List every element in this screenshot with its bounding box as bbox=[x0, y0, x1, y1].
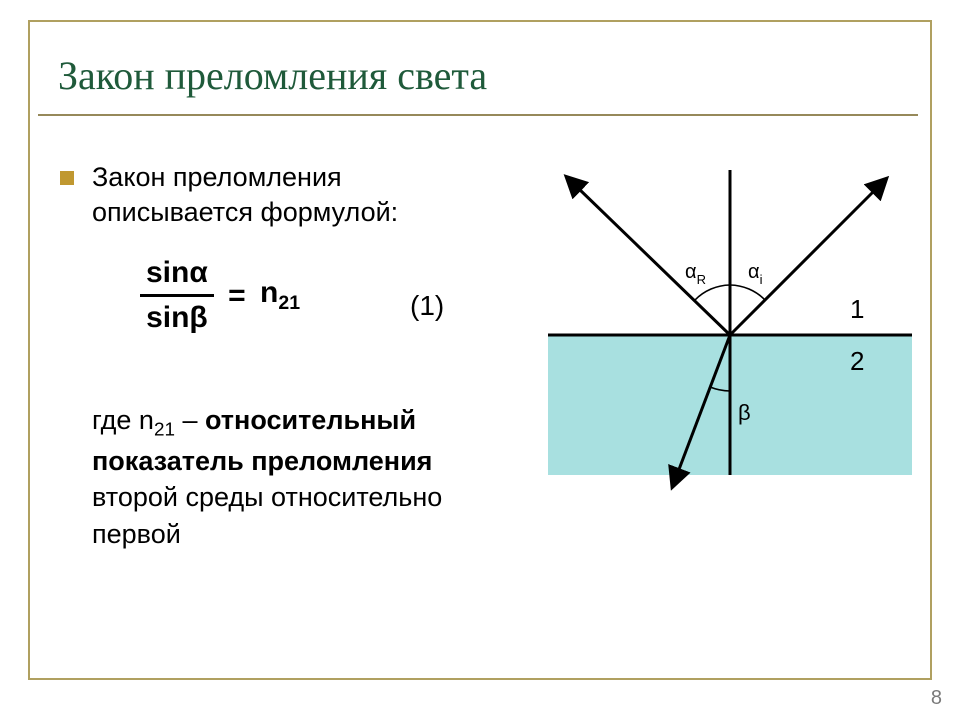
description-text: где n21 – относительный показатель прело… bbox=[92, 402, 532, 552]
lead-text: Закон преломления описывается формулой: bbox=[92, 160, 398, 230]
formula: sinα sinβ = n21 bbox=[140, 256, 300, 335]
reflected-ray bbox=[578, 188, 730, 335]
formula-rhs: n21 bbox=[260, 276, 300, 315]
label-beta: β bbox=[738, 400, 751, 425]
equation-number: (1) bbox=[410, 290, 444, 322]
lead-line2: описывается формулой: bbox=[92, 197, 398, 227]
label-medium-2: 2 bbox=[850, 346, 864, 376]
page-number: 8 bbox=[931, 687, 942, 710]
refraction-diagram: αR αi β 1 2 bbox=[520, 160, 920, 500]
arc-alpha-i bbox=[730, 285, 765, 300]
formula-equals: = bbox=[222, 279, 252, 313]
label-alpha-r: αR bbox=[685, 261, 706, 287]
lead-line1: Закон преломления bbox=[92, 162, 342, 192]
arc-alpha-r bbox=[695, 285, 730, 300]
label-alpha-i: αi bbox=[748, 261, 763, 287]
bullet-icon bbox=[60, 171, 74, 185]
formula-denominator: sinβ bbox=[140, 297, 214, 335]
formula-numerator: sinα bbox=[140, 256, 214, 297]
slide-title: Закон преломления света bbox=[58, 52, 487, 99]
title-underline bbox=[38, 114, 918, 116]
label-medium-1: 1 bbox=[850, 294, 864, 324]
